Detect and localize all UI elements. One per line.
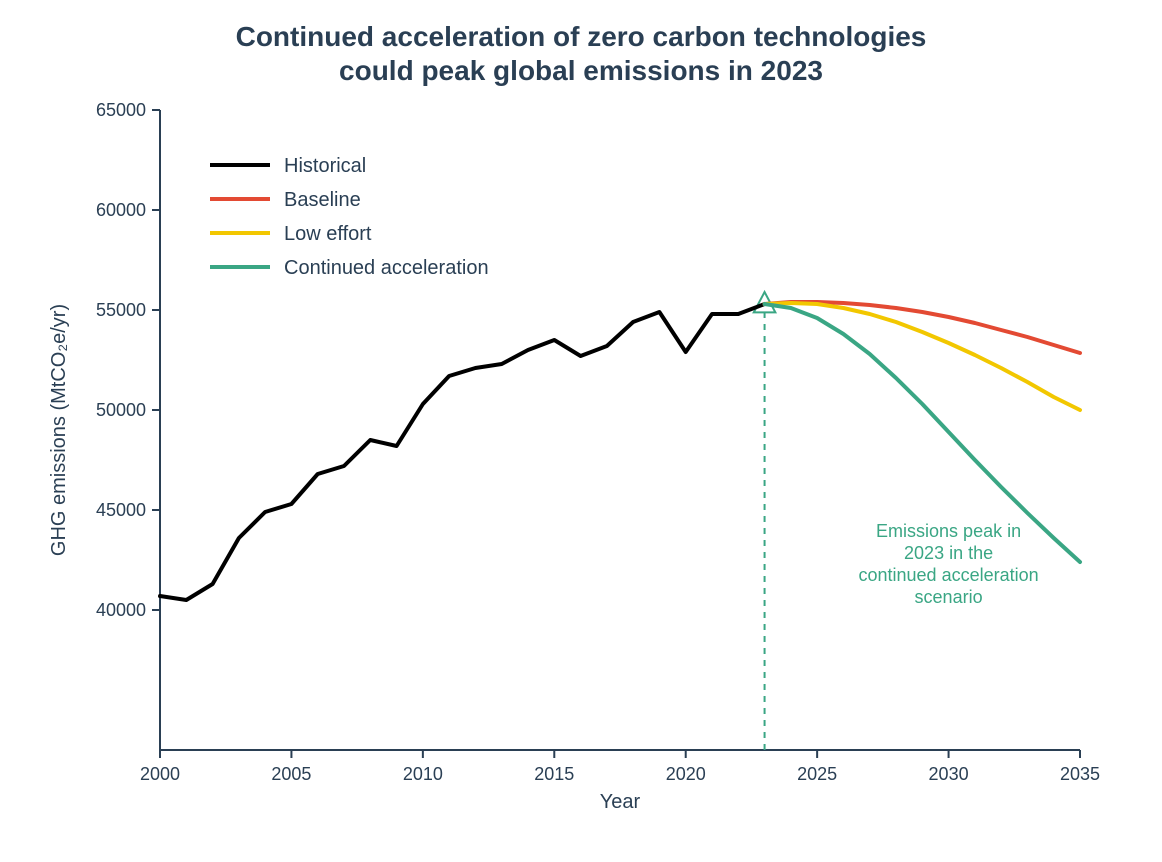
x-tick-label: 2005 bbox=[271, 764, 311, 784]
x-tick-label: 2030 bbox=[929, 764, 969, 784]
y-tick-label: 45000 bbox=[96, 500, 146, 520]
y-tick-label: 60000 bbox=[96, 200, 146, 220]
x-tick-label: 2035 bbox=[1060, 764, 1100, 784]
legend-label-historical: Historical bbox=[284, 155, 366, 177]
x-axis-label: Year bbox=[600, 791, 641, 813]
series-historical bbox=[160, 304, 765, 600]
series-low_effort bbox=[765, 303, 1080, 410]
x-tick-label: 2010 bbox=[403, 764, 443, 784]
legend-label-low_effort: Low effort bbox=[284, 223, 372, 245]
annotation-text: Emissions peak in bbox=[876, 521, 1021, 541]
legend-label-continued: Continued acceleration bbox=[284, 257, 489, 279]
x-tick-label: 2025 bbox=[797, 764, 837, 784]
annotation-text: scenario bbox=[915, 587, 983, 607]
y-tick-label: 65000 bbox=[96, 100, 146, 120]
series-baseline bbox=[765, 302, 1080, 353]
y-axis-label: GHG emissions (MtCO₂e/yr) bbox=[48, 304, 70, 556]
legend-label-baseline: Baseline bbox=[284, 189, 361, 211]
annotation-text: 2023 in the bbox=[904, 543, 993, 563]
chart-svg: 40000 45000 50000 55000 60000 65000 2000 2005 20… bbox=[0, 0, 1162, 862]
emissions-chart: Continued acceleration of zero carbon te… bbox=[0, 0, 1162, 862]
x-tick-label: 2015 bbox=[534, 764, 574, 784]
y-tick-label: 50000 bbox=[96, 400, 146, 420]
x-tick-label: 2020 bbox=[666, 764, 706, 784]
y-tick-label: 40000 bbox=[96, 600, 146, 620]
annotation-text: continued acceleration bbox=[859, 565, 1039, 585]
y-tick-label: 55000 bbox=[96, 300, 146, 320]
x-tick-label: 2000 bbox=[140, 764, 180, 784]
